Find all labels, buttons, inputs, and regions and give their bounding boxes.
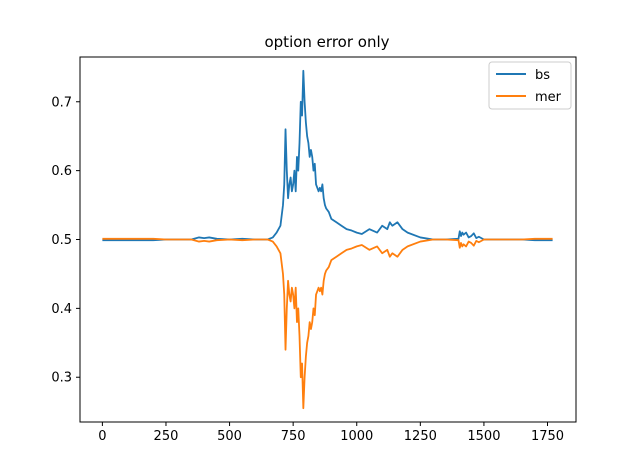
series-line-mer xyxy=(102,237,553,410)
x-tick-label: 0 xyxy=(98,429,106,444)
x-tick-label: 250 xyxy=(154,429,179,444)
x-tick-label: 1250 xyxy=(404,429,437,444)
y-tick-label: 0.7 xyxy=(51,95,72,110)
y-tick-label: 0.5 xyxy=(51,233,72,248)
y-axis: 0.3 0.4 0.5 0.6 0.7 xyxy=(51,95,80,386)
x-tick-label: 1750 xyxy=(531,429,564,444)
x-axis: 0 250 500 750 1000 1250 1500 1750 xyxy=(98,422,564,444)
y-tick-label: 0.6 xyxy=(51,164,72,179)
x-tick-label: 1500 xyxy=(467,429,500,444)
series-layer xyxy=(102,69,553,410)
x-tick-label: 1000 xyxy=(340,429,373,444)
y-tick-label: 0.4 xyxy=(51,302,72,317)
x-tick-label: 750 xyxy=(281,429,306,444)
series-line-bs xyxy=(102,69,553,242)
legend-label-mer: mer xyxy=(535,90,562,105)
x-tick-label: 500 xyxy=(217,429,242,444)
legend-label-bs: bs xyxy=(535,68,550,83)
chart-title: option error only xyxy=(264,33,389,51)
y-tick-label: 0.3 xyxy=(51,371,72,386)
legend: bs mer xyxy=(488,61,572,110)
plot-frame xyxy=(79,56,577,423)
